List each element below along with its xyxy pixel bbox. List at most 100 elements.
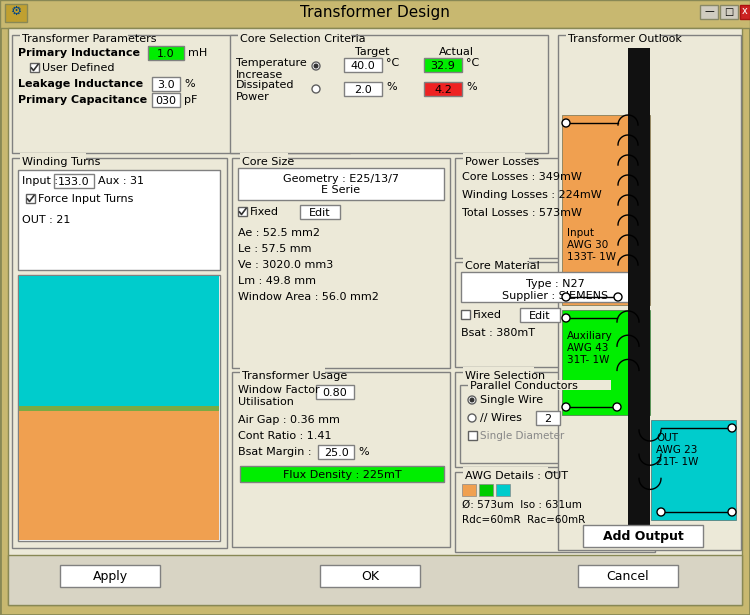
Bar bbox=[468, 380, 610, 390]
Bar bbox=[562, 310, 650, 415]
Text: 3.0: 3.0 bbox=[158, 79, 175, 90]
Text: Fixed: Fixed bbox=[473, 310, 502, 320]
Bar bbox=[320, 565, 420, 587]
Bar bbox=[463, 153, 525, 163]
Bar bbox=[230, 35, 548, 153]
Bar bbox=[496, 484, 510, 496]
Text: Target: Target bbox=[355, 47, 389, 57]
Circle shape bbox=[728, 424, 736, 432]
Bar bbox=[536, 411, 560, 425]
Text: Actual: Actual bbox=[439, 47, 473, 57]
Bar bbox=[238, 30, 351, 40]
Text: 1.0: 1.0 bbox=[158, 49, 175, 58]
Bar bbox=[700, 5, 718, 19]
Text: Edit: Edit bbox=[530, 311, 550, 320]
Text: mH: mH bbox=[188, 48, 207, 58]
Text: %: % bbox=[358, 447, 369, 457]
Circle shape bbox=[562, 293, 570, 301]
Bar bbox=[19, 406, 219, 411]
Text: Core Selection Criteria: Core Selection Criteria bbox=[240, 34, 366, 44]
Text: OUT : 21: OUT : 21 bbox=[22, 215, 70, 225]
Bar bbox=[520, 308, 560, 322]
Text: Bsat : 380mT: Bsat : 380mT bbox=[461, 328, 535, 338]
Bar bbox=[344, 82, 382, 96]
Bar bbox=[240, 153, 288, 163]
Text: Dissipated
Power: Dissipated Power bbox=[236, 80, 295, 101]
Bar bbox=[462, 484, 476, 496]
Bar bbox=[558, 35, 741, 550]
Bar bbox=[0, 0, 750, 28]
Bar bbox=[461, 272, 649, 302]
Circle shape bbox=[468, 414, 476, 422]
Text: °C: °C bbox=[386, 58, 399, 68]
Bar bbox=[152, 77, 180, 91]
Bar bbox=[344, 58, 382, 72]
Text: Ve : 3020.0 mm3: Ve : 3020.0 mm3 bbox=[238, 260, 333, 270]
Circle shape bbox=[312, 85, 320, 93]
Text: Transformer Outlook: Transformer Outlook bbox=[568, 34, 682, 44]
Bar bbox=[60, 565, 160, 587]
Text: 2: 2 bbox=[544, 413, 551, 424]
Text: x: x bbox=[742, 6, 748, 16]
Text: Window Area : 56.0 mm2: Window Area : 56.0 mm2 bbox=[238, 292, 379, 302]
Text: 0.80: 0.80 bbox=[322, 387, 347, 397]
Bar bbox=[232, 158, 450, 368]
Bar bbox=[240, 367, 325, 377]
Text: Transformer Design: Transformer Design bbox=[300, 5, 450, 20]
Text: %: % bbox=[184, 79, 195, 89]
Text: Single Diameter: Single Diameter bbox=[480, 431, 564, 441]
Bar bbox=[720, 5, 738, 19]
Text: // Wires: // Wires bbox=[480, 413, 522, 423]
Bar bbox=[12, 35, 350, 153]
Text: Rdc=60mR  Rac=60mR: Rdc=60mR Rac=60mR bbox=[462, 515, 585, 525]
Text: Lm : 49.8 mm: Lm : 49.8 mm bbox=[238, 276, 316, 286]
Bar bbox=[562, 115, 650, 305]
Bar bbox=[424, 58, 462, 72]
Text: Primary Capacitance: Primary Capacitance bbox=[18, 95, 147, 105]
Bar bbox=[26, 194, 35, 203]
Text: Total Losses : 573mW: Total Losses : 573mW bbox=[462, 208, 582, 218]
Text: Bsat Margin :: Bsat Margin : bbox=[238, 447, 311, 457]
Bar bbox=[460, 385, 650, 463]
Text: %: % bbox=[466, 82, 477, 92]
Text: Ø: 573um  Iso : 631um: Ø: 573um Iso : 631um bbox=[462, 500, 582, 510]
Text: Aux : 31: Aux : 31 bbox=[98, 176, 144, 186]
Bar bbox=[54, 174, 94, 188]
Text: 030: 030 bbox=[155, 95, 176, 106]
Bar bbox=[5, 4, 27, 22]
Text: 133.0: 133.0 bbox=[58, 177, 90, 186]
Bar bbox=[479, 484, 493, 496]
Circle shape bbox=[657, 508, 665, 516]
Text: Core Material: Core Material bbox=[465, 261, 540, 271]
Bar bbox=[20, 153, 86, 163]
Text: Leakage Inductance: Leakage Inductance bbox=[18, 79, 143, 89]
Circle shape bbox=[468, 396, 476, 404]
Text: Le : 57.5 mm: Le : 57.5 mm bbox=[238, 244, 311, 254]
Text: Primary Inductance: Primary Inductance bbox=[18, 48, 140, 58]
Text: OK: OK bbox=[361, 570, 379, 583]
Text: —: — bbox=[704, 6, 714, 16]
Circle shape bbox=[312, 62, 320, 70]
Text: Cancel: Cancel bbox=[607, 570, 650, 583]
Text: Input :: Input : bbox=[22, 176, 58, 186]
Text: User Defined: User Defined bbox=[42, 63, 115, 73]
Text: Winding Turns: Winding Turns bbox=[22, 157, 101, 167]
Bar bbox=[562, 44, 737, 546]
Text: Air Gap : 0.36 mm: Air Gap : 0.36 mm bbox=[238, 415, 340, 425]
Circle shape bbox=[562, 403, 570, 411]
Text: □: □ bbox=[724, 7, 734, 17]
Text: ⚙: ⚙ bbox=[10, 5, 22, 18]
Text: E Serie: E Serie bbox=[322, 185, 361, 195]
Bar bbox=[566, 30, 660, 40]
Bar bbox=[18, 170, 220, 270]
Text: %: % bbox=[386, 82, 397, 92]
Circle shape bbox=[470, 398, 474, 402]
Bar bbox=[152, 93, 180, 107]
Bar bbox=[19, 411, 219, 540]
Text: 40.0: 40.0 bbox=[351, 60, 376, 71]
Bar bbox=[18, 275, 220, 541]
Bar bbox=[424, 82, 462, 96]
Bar bbox=[463, 367, 534, 377]
Bar bbox=[455, 158, 655, 258]
Circle shape bbox=[562, 314, 570, 322]
